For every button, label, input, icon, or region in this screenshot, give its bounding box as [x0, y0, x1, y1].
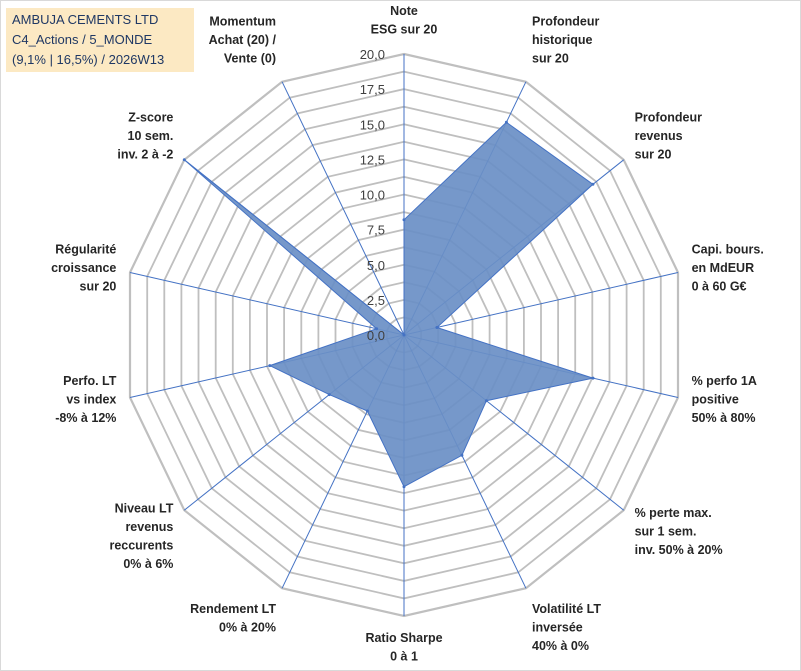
category-label-line: inv. 50% à 20%	[635, 543, 723, 557]
category-label-line: sur 20	[635, 147, 672, 161]
category-label-line: historique	[532, 33, 592, 47]
radar-spoke	[281, 81, 405, 336]
series-point	[591, 376, 595, 380]
category-label: Perfo. LT vs index -8% à 12%	[55, 374, 117, 425]
axis-tick-label: 10,0	[360, 188, 385, 203]
category-label-line: 50% à 80%	[692, 411, 756, 425]
category-label-line: -8% à 12%	[55, 411, 116, 425]
radar-data	[182, 120, 595, 489]
radar-ticks: 0,0 2,5 5,0 7,5 10,0 12,5 15,0 17,5 20,0	[360, 47, 385, 343]
category-label-line: 0% à 20%	[219, 620, 276, 634]
category-label: Rendement LT 0% à 20%	[190, 602, 276, 635]
category-label-line: Rendement LT	[190, 602, 276, 616]
chart-title-box: AMBUJA CEMENTS LTD C4_Actions / 5_MONDE …	[6, 8, 194, 72]
category-label-line: vs index	[66, 392, 116, 406]
category-label-line: sur 20	[532, 52, 569, 66]
category-label-line: positive	[692, 392, 739, 406]
series-point	[460, 453, 464, 457]
series-point	[484, 399, 488, 403]
series-point	[504, 120, 508, 124]
category-label: Régularité croissance sur 20	[51, 243, 116, 294]
axis-tick-label: 0,0	[367, 328, 385, 343]
series-point	[402, 485, 406, 489]
series-point	[375, 327, 379, 331]
category-label: Niveau LT revenus reccurents 0% à 6%	[109, 501, 173, 571]
category-label-line: 0 à 60 G€	[692, 280, 747, 294]
series-point	[182, 158, 186, 162]
category-label: Capi. bours. en MdEUR 0 à 60 G€	[692, 243, 764, 294]
category-label-line: Profondeur	[635, 110, 702, 124]
category-label-line: sur 1 sem.	[635, 525, 697, 539]
category-label-line: Z-score	[128, 110, 173, 124]
category-label: Z-score 10 sem. inv. 2 à -2	[117, 110, 173, 161]
radar-spoke	[129, 272, 405, 336]
category-label-line: Profondeur	[532, 15, 599, 29]
category-label-line: Note	[390, 4, 418, 18]
category-label-line: Volatilité LT	[532, 602, 601, 616]
category-label: Volatilité LT inversée 40% à 0%	[532, 602, 601, 653]
series-point	[268, 364, 272, 368]
category-label: Profondeur historique sur 20	[532, 15, 599, 66]
category-label-line: sur 20	[80, 280, 117, 294]
category-label-line: Momentum	[209, 15, 276, 29]
category-label-line: Régularité	[55, 243, 116, 257]
category-label-line: Achat (20) /	[209, 33, 277, 47]
series-point	[402, 333, 406, 337]
category-label-line: revenus	[125, 520, 173, 534]
axis-tick-label: 5,0	[367, 258, 385, 273]
category-label-line: 0 à 1	[390, 650, 418, 664]
title-stats: (9,1% | 16,5%) / 2026W13	[12, 52, 165, 67]
axis-tick-label: 17,5	[360, 82, 385, 97]
radar-labels: Note ESG sur 20 Profondeur historique sur 20…	[51, 4, 764, 664]
series-point	[327, 393, 331, 397]
category-label: % perte max. sur 1 sem. inv. 50% à 20%	[635, 506, 723, 557]
category-label-line: 0% à 6%	[123, 557, 173, 571]
category-label: Momentum Achat (20) / Vente (0)	[209, 15, 277, 66]
series-point	[435, 326, 439, 329]
category-label-line: Capi. bours.	[692, 243, 764, 257]
category-label-line: % perfo 1A	[692, 374, 757, 388]
title-universe: C4_Actions / 5_MONDE	[12, 32, 153, 47]
category-label-line: % perte max.	[635, 506, 712, 520]
series-point	[365, 409, 369, 413]
axis-tick-label: 12,5	[360, 152, 385, 167]
category-label-line: Vente (0)	[224, 52, 276, 66]
category-label: Note ESG sur 20	[371, 4, 438, 37]
category-label-line: Niveau LT	[115, 501, 174, 515]
title-company: AMBUJA CEMENTS LTD	[12, 12, 159, 27]
category-label-line: ESG sur 20	[371, 23, 438, 37]
axis-tick-label: 7,5	[367, 223, 385, 238]
category-label-line: revenus	[635, 129, 683, 143]
category-label-line: 40% à 0%	[532, 639, 589, 653]
series-point	[402, 218, 406, 222]
category-label-line: 10 sem.	[128, 129, 174, 143]
series-point	[591, 182, 595, 186]
axis-tick-label: 15,0	[360, 117, 385, 132]
category-label-line: Ratio Sharpe	[365, 631, 442, 645]
category-label-line: inversée	[532, 620, 583, 634]
category-label-line: reccurents	[109, 538, 173, 552]
category-label: Profondeur revenus sur 20	[635, 110, 702, 161]
axis-tick-label: 2,5	[367, 293, 385, 308]
axis-tick-label: 20,0	[360, 47, 385, 62]
category-label-line: Perfo. LT	[63, 374, 117, 388]
category-label-line: inv. 2 à -2	[117, 147, 173, 161]
category-label: Ratio Sharpe 0 à 1	[365, 631, 442, 664]
radar-spoke	[403, 272, 679, 336]
category-label-line: croissance	[51, 261, 116, 275]
category-label-line: en MdEUR	[692, 261, 755, 275]
category-label: % perfo 1A positive 50% à 80%	[692, 374, 757, 425]
